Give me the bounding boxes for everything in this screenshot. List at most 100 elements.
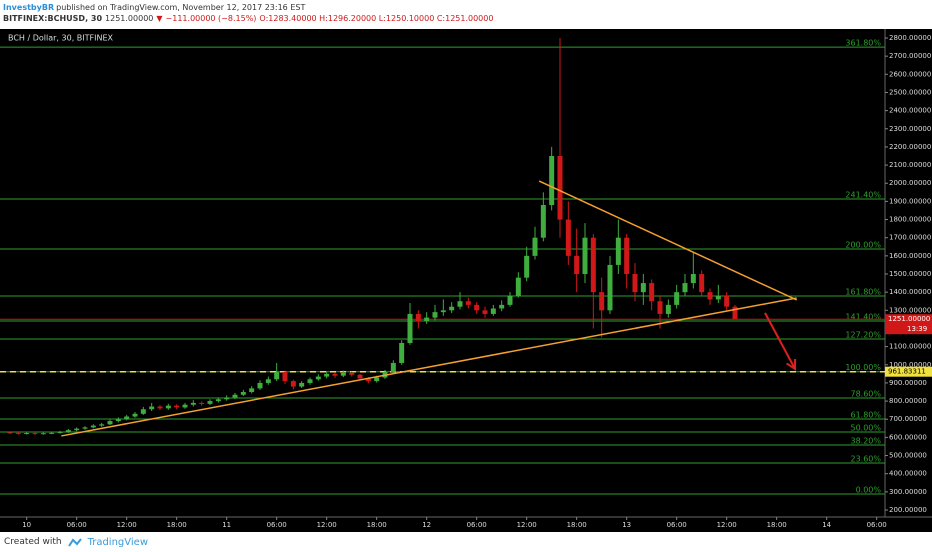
candle-body: [449, 306, 455, 311]
candle-body: [440, 310, 446, 313]
candle-body: [74, 428, 80, 431]
fib-label: 361.80%: [845, 39, 881, 48]
arrow-head: [786, 358, 797, 371]
author[interactable]: InvestbyBR: [3, 3, 55, 12]
x-tick-label: 12: [422, 521, 431, 529]
candle-body: [140, 409, 146, 414]
ohlc: O:1283.40000 H:1296.20000 L:1250.10000 C…: [259, 14, 494, 23]
candle-body: [249, 388, 255, 393]
candle-body: [590, 237, 596, 293]
marker-box: [885, 366, 932, 377]
candle-body: [199, 402, 205, 404]
candle-body: [57, 431, 63, 433]
candle-body: [499, 304, 505, 309]
candle-body: [207, 401, 213, 404]
x-tick-label: 06:00: [467, 521, 487, 529]
candle-body: [682, 283, 688, 293]
candle-body: [599, 292, 605, 311]
y-tick-label: 1700.00000: [889, 234, 931, 242]
candle-body: [349, 372, 355, 375]
y-tick-label: 300.00000: [889, 488, 927, 496]
y-tick-label: 1900.00000: [889, 197, 931, 205]
y-tick-label: 2300.00000: [889, 125, 931, 133]
countdown: 13:39: [907, 325, 927, 333]
candle-body: [224, 397, 230, 400]
header: InvestbyBR published on TradingView.com, …: [0, 2, 932, 29]
x-tick-label: 11: [222, 521, 231, 529]
candle-body: [307, 379, 313, 383]
published: published on TradingView.com, November 1…: [56, 3, 306, 12]
candle-body: [407, 313, 413, 343]
candle-body: [99, 424, 105, 426]
y-tick-label: 400.00000: [889, 470, 927, 478]
candle-body: [290, 381, 296, 387]
candle-body: [215, 399, 221, 402]
y-tick-label: 1400.00000: [889, 288, 931, 296]
candle-body: [132, 413, 138, 417]
candle-body: [7, 432, 13, 434]
x-tick-label: 12:00: [317, 521, 337, 529]
candle-body: [649, 283, 655, 302]
candle-body: [107, 421, 113, 425]
price-label: 1251.00000: [888, 315, 930, 323]
header-line: BITFINEX:BCHUSD, 30 1251.00000 ▼ −111.00000…: [3, 13, 932, 24]
arrow: [764, 312, 796, 370]
candle-body: [615, 237, 621, 265]
candle-body: [340, 372, 346, 376]
y-tick-label: 2400.00000: [889, 107, 931, 115]
candle-body: [690, 274, 696, 284]
candle-body: [582, 237, 588, 275]
trendline: [61, 297, 797, 437]
candle-body: [32, 433, 38, 435]
y-tick-label: 2100.00000: [889, 161, 931, 169]
trendline: [538, 180, 797, 301]
x-tick-label: 06:00: [267, 521, 287, 529]
candle-body: [149, 406, 155, 410]
fib-label: 100.00%: [845, 363, 881, 372]
candle-body: [640, 283, 646, 293]
brand[interactable]: TradingView: [87, 536, 148, 548]
candle-body: [157, 406, 163, 409]
created: Created with: [4, 537, 62, 547]
y-tick-label: 600.00000: [889, 433, 927, 441]
candle-body: [165, 405, 171, 409]
change: −111.00000 (−8.15%): [165, 14, 257, 23]
candle-body: [374, 377, 380, 382]
candle-body: [424, 317, 430, 322]
candle-body: [565, 219, 571, 256]
chart-title: BCH / Dollar, 30, BITFINEX: [8, 34, 114, 43]
candle-body: [365, 378, 371, 382]
candle-body: [624, 237, 630, 275]
candle-body: [524, 255, 530, 278]
candle-body: [240, 392, 246, 395]
fib-label: 50.00%: [850, 423, 881, 432]
x-tick-label: 10: [22, 521, 31, 529]
x-tick-label: 12:00: [117, 521, 137, 529]
x-tick-label: 12:00: [717, 521, 737, 529]
y-tick-label: 2600.00000: [889, 70, 931, 78]
x-tick-label: 18:00: [367, 521, 387, 529]
header-line: InvestbyBR published on TradingView.com, …: [3, 2, 932, 13]
y-tick-label: 2000.00000: [889, 179, 931, 187]
fib-label: 200.00%: [845, 240, 881, 249]
fib-label: 23.60%: [850, 454, 881, 463]
candle-body: [332, 373, 338, 376]
x-tick-label: 13: [622, 521, 631, 529]
candle-body: [90, 425, 96, 428]
candle-body: [482, 310, 488, 314]
candle-body: [324, 373, 330, 377]
y-tick-label: 700.00000: [889, 415, 927, 423]
x-tick-label: 06:00: [667, 521, 687, 529]
y-tick-label: 1100.00000: [889, 343, 931, 351]
last: 1251.00000: [105, 14, 154, 23]
fib-label: 38.20%: [850, 437, 881, 446]
x-tick-label: 06:00: [67, 521, 87, 529]
candle-body: [607, 264, 613, 311]
candle-body: [299, 382, 305, 387]
y-tick-label: 2800.00000: [889, 34, 931, 42]
candle-body: [274, 372, 280, 380]
candle-body: [632, 274, 638, 293]
y-tick-label: 1600.00000: [889, 252, 931, 260]
candle-body: [415, 313, 421, 322]
